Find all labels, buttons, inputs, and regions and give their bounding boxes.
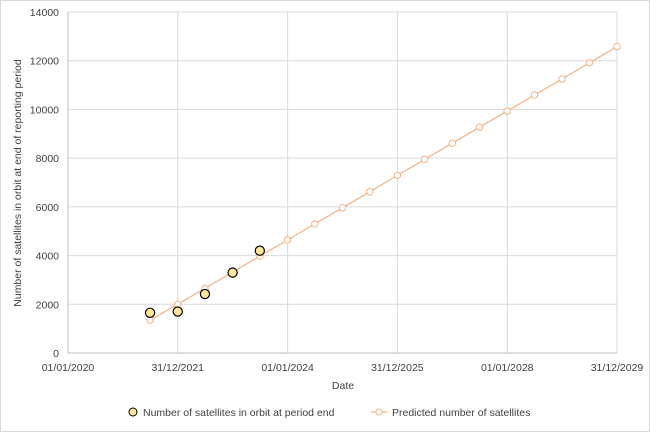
predicted-point [366,188,374,196]
y-tick-label: 0 [53,348,59,360]
x-tick-label: 31/12/2029 [591,362,644,374]
actual-point [172,306,183,317]
axes [67,12,617,354]
predicted-point [393,171,402,180]
legend-marker-predicted [375,408,383,416]
actual-point [254,245,266,256]
x-axis-ticks: 01/01/2020 31/12/2021 01/01/2024 31/12/2025… [42,362,644,374]
legend-label-actual: Number of satellites in orbit at period … [143,407,335,419]
predicted-point [585,59,594,67]
y-tick-label: 8000 [36,153,60,165]
predicted-point [503,107,511,115]
predicted-point [448,139,456,147]
predicted-point [338,204,347,212]
actual-point [199,288,211,300]
predicted-point [613,42,621,51]
y-tick-label: 10000 [30,104,59,116]
x-tick-label: 01/01/2024 [261,362,314,374]
legend-label-predicted: Predicted number of satellites [392,407,530,419]
predicted-point [283,236,292,244]
y-axis-title: Number of satellites in orbit at end of … [12,59,24,307]
series-predicted [146,42,621,324]
legend-item-predicted: Predicted number of satellites [371,407,530,419]
legend: Number of satellites in orbit at period … [128,407,530,419]
predicted-point [558,75,566,83]
y-tick-label: 6000 [36,202,60,214]
actual-point [144,307,156,319]
predicted-line [149,46,618,321]
legend-marker-actual [128,407,138,417]
y-tick-label: 14000 [30,7,59,19]
y-tick-label: 4000 [36,251,60,263]
predicted-point [475,123,484,131]
x-axis-title: Date [332,380,354,392]
legend-item-actual: Number of satellites in orbit at period … [128,407,335,419]
x-tick-label: 01/01/2020 [42,362,95,374]
x-tick-label: 31/12/2021 [151,362,204,374]
actual-point [227,267,238,278]
gridlines [68,11,618,353]
x-tick-label: 01/01/2028 [481,362,534,374]
predicted-point [530,91,539,99]
x-tick-label: 31/12/2025 [371,362,424,374]
series-actual [144,245,266,319]
series [144,42,621,324]
y-tick-label: 2000 [36,299,60,311]
predicted-point [420,155,429,164]
predicted-point [311,220,319,228]
y-axis-ticks: 0 2000 4000 6000 8000 10000 12000 14000 [30,7,59,360]
y-tick-label: 12000 [30,56,59,68]
